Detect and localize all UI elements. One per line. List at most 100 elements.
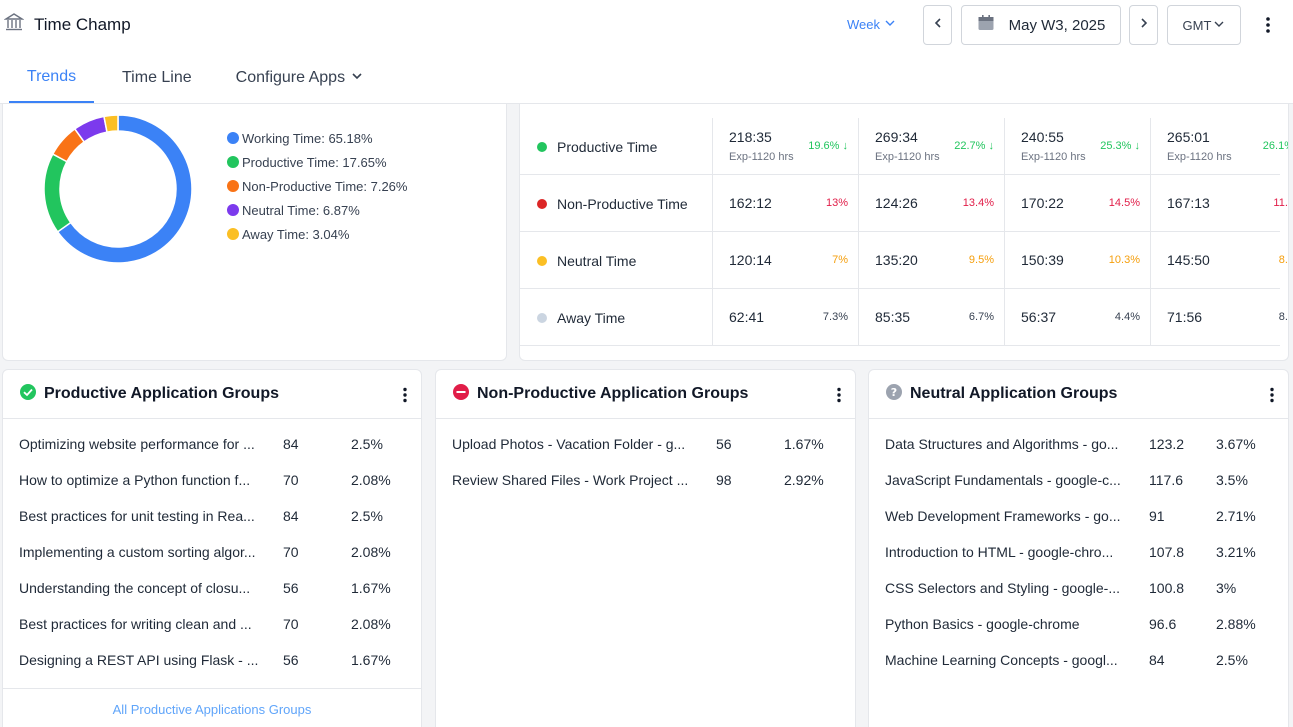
all-productive-groups-link[interactable]: All Productive Applications Groups [112,702,312,717]
list-item[interactable]: Optimizing website performance for ... 84… [19,436,409,456]
group-count: 70 [283,616,299,632]
cell-percentage: 25.3% ↓ [1100,140,1140,152]
cell-value: 71:56 [1167,309,1203,325]
legend-label: Neutral Time: 6.87% [242,202,360,218]
status-dot [537,141,547,152]
group-percentage: 2.5% [1216,652,1248,668]
brand: Time Champ [3,12,131,37]
cell-expected: Exp-1120 hrs [729,151,794,163]
legend-item[interactable]: Working Time: 65.18% [227,126,407,150]
table-cell: 150:39 10.3% [1004,232,1150,289]
list-item[interactable]: Implementing a custom sorting algor... 70… [19,544,409,564]
non-productive-groups-header: Non-Productive Application Groups [436,370,855,419]
group-name: Upload Photos - Vacation Folder - g... [452,436,686,452]
group-name: Data Structures and Algorithms - go... [885,436,1119,452]
list-item[interactable]: Best practices for unit testing in Rea..… [19,508,409,528]
table-cell: 124:26 13.4% [858,175,1004,232]
cell-percentage: 6.7% [968,311,994,323]
group-count: 117.6 [1149,472,1183,488]
next-period-button[interactable] [1129,5,1158,45]
legend-label: Productive Time: 17.65% [242,154,387,170]
tab-trends[interactable]: Trends [9,52,94,103]
more-options-icon[interactable] [1270,387,1274,408]
group-name: Understanding the concept of closu... [19,580,251,596]
list-item[interactable]: Introduction to HTML - google-chro... 107… [885,544,1275,564]
tab-configure-apps[interactable]: Configure Apps [236,52,363,103]
group-percentage: 2.71% [1216,508,1256,524]
list-item[interactable]: Understanding the concept of closu... 56 1… [19,580,409,600]
table-cell: 145:50 8.4 [1150,232,1288,289]
non-productive-groups-title: Non-Productive Application Groups [477,385,749,402]
legend-item[interactable]: Neutral Time: 6.87% [227,198,407,222]
previous-period-button[interactable] [923,5,952,45]
list-item[interactable]: How to optimize a Python function f... 70… [19,472,409,492]
cell-percentage: 14.5% [1108,197,1140,209]
time-distribution-donut [43,114,193,264]
group-count: 70 [283,544,299,560]
tab-bar: Trends Time Line Configure Apps [9,52,363,104]
list-item[interactable]: Upload Photos - Vacation Folder - g... 56… [452,436,842,456]
table-cell: 162:12 13% [712,175,858,232]
timezone-select[interactable]: GMT [1167,5,1241,45]
cell-expected: Exp-1120 hrs [1167,151,1232,163]
group-name: Web Development Frameworks - go... [885,508,1121,524]
time-comparison-table: Productive Time 218:35 Exp-1120 hrs 19.6% ↓… [519,104,1289,361]
cell-value: 269:34 [875,129,918,145]
cell-value: 150:39 [1021,252,1064,268]
cell-percentage: 9.5% [968,254,994,266]
cell-value: 218:35 [729,129,772,145]
cell-value: 62:41 [729,309,765,325]
cell-value: 56:37 [1021,309,1057,325]
cell-value: 145:50 [1167,252,1210,268]
legend-item[interactable]: Non-Productive Time: 7.26% [227,174,407,198]
row-label-text: Away Time [557,309,626,326]
donut-slice-productive-time[interactable] [43,153,72,233]
group-count: 96.6 [1149,616,1177,632]
list-item[interactable]: Machine Learning Concepts - googl... 84 2.… [885,652,1275,672]
group-name: CSS Selectors and Styling - google-... [885,580,1121,596]
table-cell: 85:35 6.7% [858,289,1004,346]
svg-text:?: ? [891,386,897,399]
row-label-text: Neutral Time [557,252,637,269]
more-options-icon[interactable] [1266,14,1270,39]
cell-expected: Exp-1120 hrs [1021,151,1086,163]
list-item[interactable]: CSS Selectors and Styling - google-... 10… [885,580,1275,600]
table-row: Away Time 62:41 7.3% 85:35 6.7% 56:37 4.4% 71:5… [520,289,1288,346]
group-name: Python Basics - google-chrome [885,616,1080,632]
list-item[interactable]: Designing a REST API using Flask - ... 56… [19,652,409,672]
list-item[interactable]: Python Basics - google-chrome 96.6 2.88% [885,616,1275,636]
row-label-text: Productive Time [557,138,658,155]
more-options-icon[interactable] [837,387,841,408]
date-range-label: May W3, 2025 [1008,16,1106,34]
date-range-picker[interactable]: May W3, 2025 [961,5,1121,45]
list-item[interactable]: Web Development Frameworks - go... 91 2.71… [885,508,1275,528]
list-item[interactable]: Data Structures and Algorithms - go... 12… [885,436,1275,456]
donut-slice-working-time[interactable] [56,114,193,264]
legend-dot [227,180,239,192]
cell-value: 85:35 [875,309,911,325]
neutral-groups-title: Neutral Application Groups [910,385,1118,402]
cell-percentage: 10.3% [1108,254,1140,266]
donut-slice-away-time[interactable] [103,114,119,133]
top-bar: Time Champ Week May W3, 2025 GMT Trends … [0,0,1293,104]
group-count: 70 [283,472,299,488]
legend-label: Non-Productive Time: 7.26% [242,178,408,194]
group-percentage: 1.67% [351,580,391,596]
group-name: How to optimize a Python function f... [19,472,251,488]
period-select[interactable]: Week [847,17,896,32]
list-item[interactable]: JavaScript Fundamentals - google-c... 117… [885,472,1275,492]
more-options-icon[interactable] [403,387,407,408]
group-percentage: 2.88% [1216,616,1256,632]
status-dot [537,312,547,323]
group-percentage: 2.92% [784,472,824,488]
group-name: Optimizing website performance for ... [19,436,255,452]
group-percentage: 3.5% [1216,472,1248,488]
legend-item[interactable]: Away Time: 3.04% [227,222,407,246]
tab-time-line[interactable]: Time Line [122,68,192,86]
legend-item[interactable]: Productive Time: 17.65% [227,150,407,174]
list-item[interactable]: Best practices for writing clean and ...… [19,616,409,636]
list-item[interactable]: Review Shared Files - Work Project ... 98… [452,472,842,492]
cell-value: 170:22 [1021,195,1064,211]
table-cell: 269:34 Exp-1120 hrs 22.7% ↓ [858,118,1004,175]
group-count: 123.2 [1149,436,1185,452]
